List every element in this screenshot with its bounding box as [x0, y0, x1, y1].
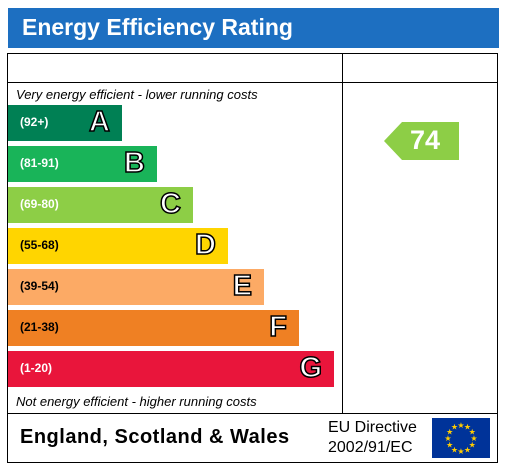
band-d-letter: D	[194, 228, 216, 262]
band-g-range: (1-20)	[20, 361, 53, 375]
band-a: (92+) A	[8, 105, 122, 141]
band-e: (39-54) E	[8, 269, 264, 305]
band-c: (69-80) C	[8, 187, 193, 223]
eu-directive: EU Directive 2002/91/EC	[328, 418, 417, 458]
eu-star-icon: ★	[457, 421, 464, 430]
page-title: Energy Efficiency Rating	[22, 14, 293, 40]
band-d: (55-68) D	[8, 228, 228, 264]
band-c-letter: C	[159, 187, 181, 221]
eu-star-icon: ★	[444, 434, 451, 443]
eu-star-icon: ★	[470, 434, 477, 443]
eu-flag-icon: ★ ★ ★ ★ ★ ★ ★ ★ ★ ★ ★ ★	[432, 418, 490, 458]
band-f-range: (21-38)	[20, 320, 59, 334]
column-divider	[342, 53, 343, 414]
eu-star-icon: ★	[464, 445, 471, 454]
header-divider	[7, 82, 498, 83]
band-g: (1-20) G	[8, 351, 334, 387]
band-f-letter: F	[269, 310, 288, 344]
eu-star-icon: ★	[464, 423, 471, 432]
eu-star-icon: ★	[457, 447, 464, 456]
band-a-range: (92+)	[20, 115, 49, 129]
top-note: Very energy efficient - lower running co…	[16, 87, 258, 102]
eu-star-icon: ★	[469, 441, 476, 450]
footer-divider	[7, 413, 498, 414]
band-b: (81-91) B	[8, 146, 157, 182]
region-label: England, Scotland & Wales	[20, 426, 290, 448]
title-bar: Energy Efficiency Rating	[8, 8, 499, 48]
eu-star-icon: ★	[451, 423, 458, 432]
eu-star-icon: ★	[469, 428, 476, 437]
band-c-range: (69-80)	[20, 197, 59, 211]
eu-directive-line1: EU Directive	[328, 419, 417, 436]
eu-star-icon: ★	[446, 428, 453, 437]
band-e-letter: E	[232, 269, 253, 303]
band-b-letter: B	[123, 146, 145, 180]
eu-directive-line2: 2002/91/EC	[328, 439, 413, 456]
rating-frame	[7, 53, 498, 463]
band-b-range: (81-91)	[20, 156, 59, 170]
current-rating-value: 74	[410, 125, 441, 155]
band-d-range: (55-68)	[20, 238, 59, 252]
band-f: (21-38) F	[8, 310, 299, 346]
current-rating-arrow: 74	[384, 122, 459, 160]
band-a-letter: A	[88, 105, 110, 139]
eu-star-icon: ★	[451, 445, 458, 454]
band-g-letter: G	[299, 351, 323, 385]
eu-star-icon: ★	[446, 441, 453, 450]
band-e-range: (39-54)	[20, 279, 59, 293]
bottom-note: Not energy efficient - higher running co…	[16, 394, 257, 409]
